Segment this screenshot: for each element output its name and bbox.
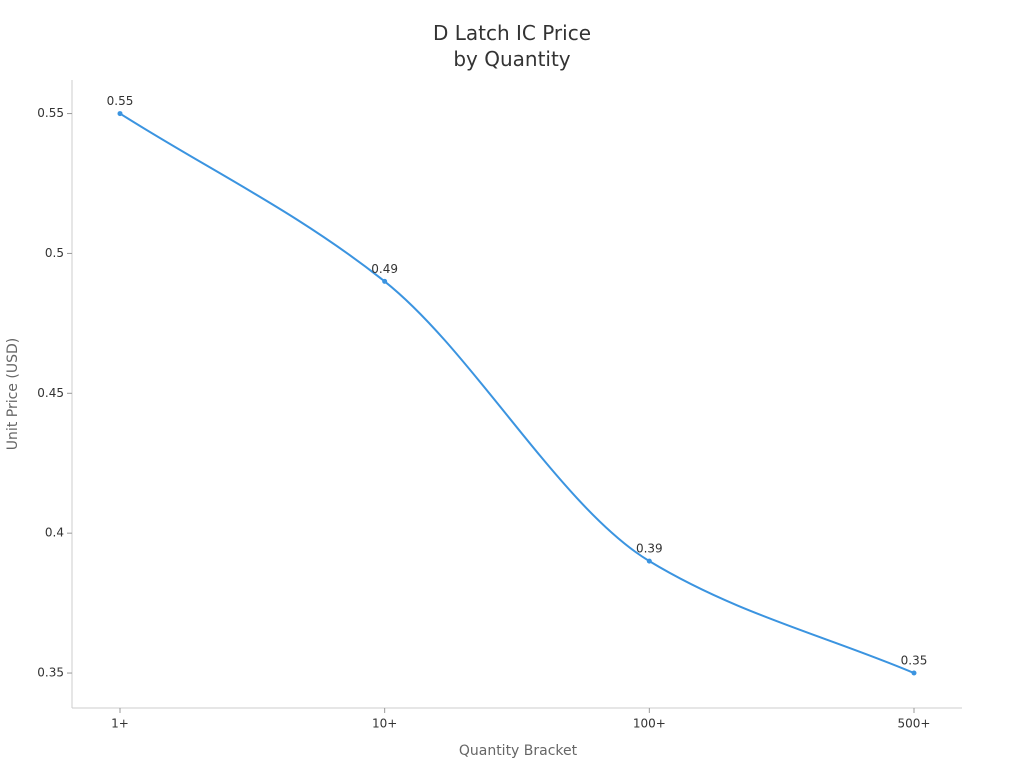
y-tick-label: 0.4	[45, 526, 64, 540]
y-tick-label: 0.55	[37, 106, 64, 120]
x-tick-label: 500+	[898, 717, 931, 731]
x-axis-title: Quantity Bracket	[459, 743, 578, 759]
point	[382, 278, 388, 284]
y-tick-label: 0.35	[37, 666, 64, 680]
x-tick-label: 1+	[111, 717, 129, 731]
x-tick-label: 100+	[633, 717, 666, 731]
x-tick-label: 10+	[372, 717, 397, 731]
point	[646, 558, 652, 564]
line	[119, 112, 915, 674]
data-label: 0.35	[901, 654, 928, 668]
y-tick-label: 0.5	[45, 246, 64, 260]
point	[911, 670, 917, 676]
chart-title: D Latch IC Price by Quantity	[432, 21, 592, 71]
data-label: 0.55	[107, 94, 134, 108]
y-axis-title: Unit Price (USD)	[5, 338, 21, 450]
point	[117, 111, 123, 117]
data-label: 0.49	[371, 262, 398, 276]
data-label: 0.39	[636, 542, 663, 556]
y-tick-label: 0.45	[37, 386, 64, 400]
